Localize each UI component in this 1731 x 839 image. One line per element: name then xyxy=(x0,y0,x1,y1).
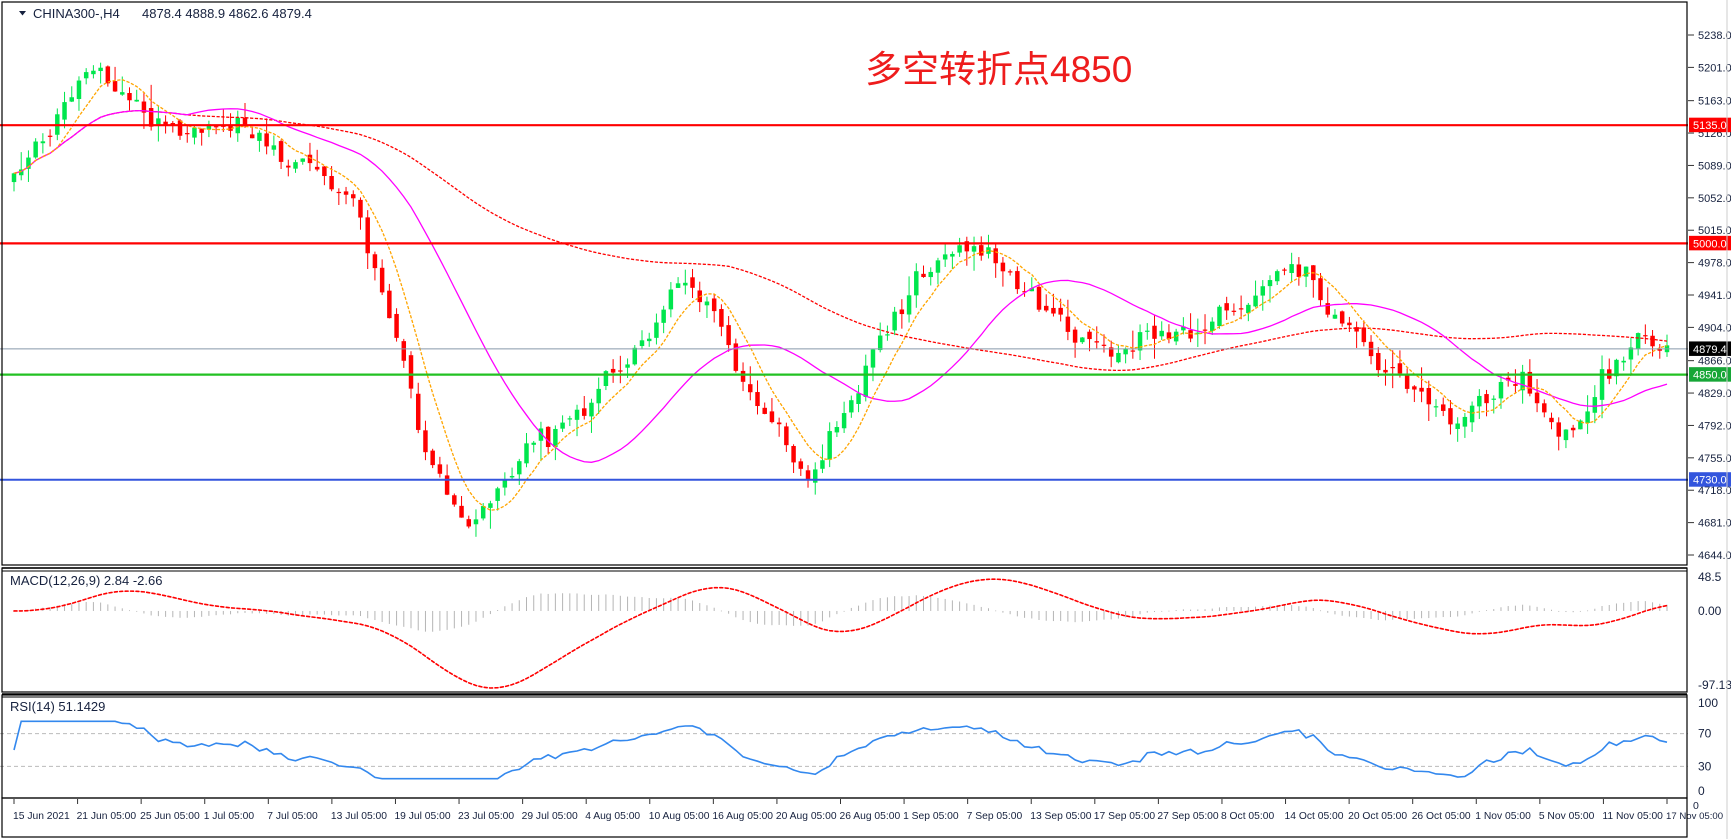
svg-text:27 Sep 05:00: 27 Sep 05:00 xyxy=(1157,811,1219,822)
svg-text:13 Sep 05:00: 13 Sep 05:00 xyxy=(1030,811,1092,822)
svg-text:4792.0: 4792.0 xyxy=(1698,420,1731,432)
svg-text:4644.0: 4644.0 xyxy=(1698,550,1731,562)
svg-text:26 Oct 05:00: 26 Oct 05:00 xyxy=(1412,811,1471,822)
svg-text:11 Nov 05:00: 11 Nov 05:00 xyxy=(1602,811,1663,822)
svg-text:4850.0: 4850.0 xyxy=(1693,370,1727,382)
svg-text:20 Oct 05:00: 20 Oct 05:00 xyxy=(1348,811,1407,822)
svg-text:29 Jul 05:00: 29 Jul 05:00 xyxy=(522,811,578,822)
svg-text:5201.0: 5201.0 xyxy=(1698,62,1731,74)
svg-text:19 Jul 05:00: 19 Jul 05:00 xyxy=(394,811,450,822)
svg-text:70: 70 xyxy=(1698,727,1712,741)
svg-text:16 Aug 05:00: 16 Aug 05:00 xyxy=(712,811,773,822)
svg-text:5135.0: 5135.0 xyxy=(1693,120,1727,132)
svg-text:5238.0: 5238.0 xyxy=(1698,30,1731,42)
svg-text:0: 0 xyxy=(1693,800,1699,812)
svg-text:4755.0: 4755.0 xyxy=(1698,453,1731,465)
svg-text:4866.0: 4866.0 xyxy=(1698,356,1731,368)
svg-text:15 Jun 2021: 15 Jun 2021 xyxy=(13,811,70,822)
svg-text:7 Jul 05:00: 7 Jul 05:00 xyxy=(267,811,318,822)
svg-text:23 Jul 05:00: 23 Jul 05:00 xyxy=(458,811,514,822)
svg-text:4978.0: 4978.0 xyxy=(1698,258,1731,270)
svg-text:10 Aug 05:00: 10 Aug 05:00 xyxy=(649,811,710,822)
svg-text:-97.13: -97.13 xyxy=(1698,678,1731,692)
svg-text:1 Sep 05:00: 1 Sep 05:00 xyxy=(903,811,959,822)
svg-text:4730.0: 4730.0 xyxy=(1693,475,1727,487)
svg-text:多空转折点4850: 多空转折点4850 xyxy=(865,49,1132,90)
svg-text:4879.4: 4879.4 xyxy=(1693,344,1727,356)
svg-text:17 Nov 05:00: 17 Nov 05:00 xyxy=(1666,811,1723,822)
svg-text:4 Aug 05:00: 4 Aug 05:00 xyxy=(585,811,640,822)
svg-text:25 Jun 05:00: 25 Jun 05:00 xyxy=(140,811,200,822)
svg-text:30: 30 xyxy=(1698,759,1712,773)
svg-text:17 Sep 05:00: 17 Sep 05:00 xyxy=(1094,811,1156,822)
svg-text:5000.0: 5000.0 xyxy=(1693,238,1727,250)
svg-text:RSI(14) 51.1429: RSI(14) 51.1429 xyxy=(10,699,105,714)
svg-text:0: 0 xyxy=(1698,784,1705,798)
svg-text:5015.0: 5015.0 xyxy=(1698,225,1731,237)
svg-text:CHINA300-,H4: CHINA300-,H4 xyxy=(33,6,120,21)
svg-text:MACD(12,26,9) 2.84 -2.66: MACD(12,26,9) 2.84 -2.66 xyxy=(10,573,162,588)
svg-text:5089.0: 5089.0 xyxy=(1698,160,1731,172)
svg-text:8 Oct 05:00: 8 Oct 05:00 xyxy=(1221,811,1275,822)
svg-text:4904.0: 4904.0 xyxy=(1698,322,1731,334)
svg-text:4878.4 4888.9 4862.6 4879.4: 4878.4 4888.9 4862.6 4879.4 xyxy=(142,6,312,21)
svg-text:5163.0: 5163.0 xyxy=(1698,96,1731,108)
svg-text:5052.0: 5052.0 xyxy=(1698,193,1731,205)
svg-text:26 Aug 05:00: 26 Aug 05:00 xyxy=(840,811,901,822)
svg-text:21 Jun 05:00: 21 Jun 05:00 xyxy=(77,811,137,822)
svg-text:7 Sep 05:00: 7 Sep 05:00 xyxy=(967,811,1023,822)
svg-text:1 Nov 05:00: 1 Nov 05:00 xyxy=(1475,811,1531,822)
svg-text:4941.0: 4941.0 xyxy=(1698,290,1731,302)
svg-text:4681.0: 4681.0 xyxy=(1698,518,1731,530)
svg-text:1 Jul 05:00: 1 Jul 05:00 xyxy=(204,811,255,822)
svg-text:48.5: 48.5 xyxy=(1698,570,1722,584)
svg-text:4829.0: 4829.0 xyxy=(1698,388,1731,400)
svg-text:4718.0: 4718.0 xyxy=(1698,485,1731,497)
svg-text:0.00: 0.00 xyxy=(1698,604,1722,618)
svg-text:5 Nov 05:00: 5 Nov 05:00 xyxy=(1539,811,1595,822)
svg-text:100: 100 xyxy=(1698,696,1718,710)
svg-text:14 Oct 05:00: 14 Oct 05:00 xyxy=(1285,811,1344,822)
svg-text:20 Aug 05:00: 20 Aug 05:00 xyxy=(776,811,837,822)
svg-text:13 Jul 05:00: 13 Jul 05:00 xyxy=(331,811,387,822)
